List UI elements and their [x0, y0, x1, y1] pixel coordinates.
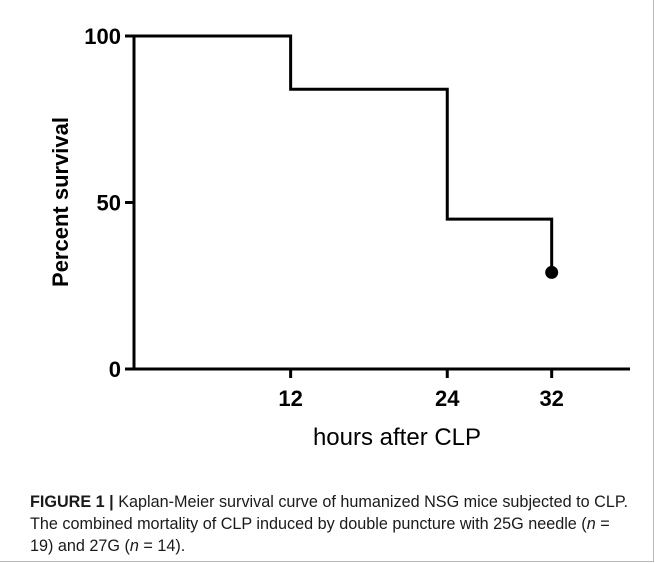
y-tick-label-50: 50	[97, 191, 121, 216]
chart-series	[134, 34, 559, 279]
caption-line-3a: needle (	[528, 515, 587, 533]
chart-axes	[132, 36, 630, 371]
y-tick-label-100: 100	[84, 24, 121, 49]
censor-marker-0	[545, 265, 559, 279]
y-tick-label-0: 0	[109, 357, 121, 382]
x-tick-label-12: 12	[278, 386, 302, 411]
caption-line-3c: = 14).	[138, 537, 186, 555]
caption-n-2: n	[129, 537, 139, 555]
x-tick-label-32: 32	[539, 386, 563, 411]
figure-label: FIGURE 1 |	[30, 493, 114, 511]
survival-chart: 0 50 100 12 24 32 Percent survival hours afte…	[48, 24, 630, 451]
caption-line-2: CLP. The combined mortality of CLP induc…	[30, 493, 629, 533]
chart-ticks: 0 50 100 12 24 32	[84, 24, 564, 411]
caption-n-1: n	[586, 515, 596, 533]
caption-line-3b: = 19) and 27G (	[30, 515, 610, 555]
figure-caption: FIGURE 1 | Kaplan-Meier survival curve o…	[30, 491, 630, 557]
x-axis-label: hours after CLP	[313, 424, 481, 451]
survival-step-line-0	[134, 34, 554, 273]
caption-line-1: Kaplan-Meier survival curve of humanized…	[118, 493, 590, 511]
x-tick-label-24: 24	[435, 386, 460, 411]
y-axis-label: Percent survival	[48, 117, 73, 287]
